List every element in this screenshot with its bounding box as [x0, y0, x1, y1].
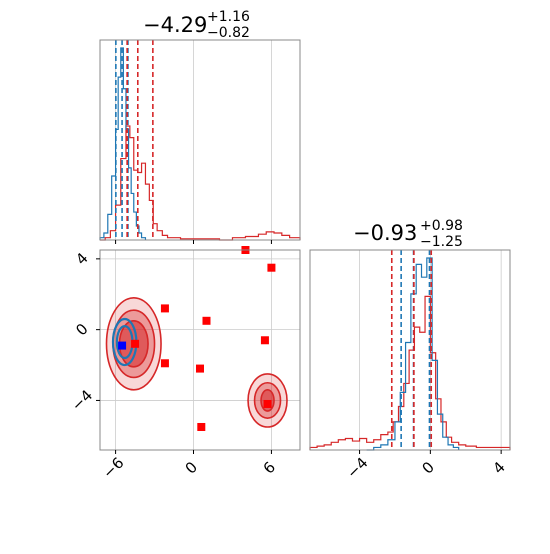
- p2d-red-marker-8: [263, 399, 272, 408]
- p2d-red-marker-7: [196, 364, 204, 373]
- p1-hist-red: [100, 125, 301, 241]
- title-p1-sub: −0.82: [207, 25, 250, 41]
- p2d-y-ticklabel-2: 4: [72, 249, 91, 268]
- p2d-red-marker-2: [160, 304, 169, 313]
- title-p1: −4.29: [143, 13, 207, 37]
- title-p1-main: −4.29: [143, 13, 207, 37]
- p2d-red-marker-9: [197, 422, 206, 431]
- p2d-red-marker-5: [160, 359, 169, 368]
- title-p2-main: −0.93: [353, 221, 417, 245]
- p3-hist-red: [309, 295, 511, 450]
- p2d-red-marker-1: [267, 263, 276, 272]
- p2d-y-ticklabel-1: 0: [72, 320, 91, 339]
- p2d-blue-marker-0: [118, 341, 127, 350]
- p3-x-ticklabel-0: −4: [343, 454, 371, 482]
- p3-x-ticklabel-1: 0: [418, 458, 437, 477]
- p2d-red-marker-3: [202, 316, 211, 325]
- p3-x-ticklabel-2: 4: [489, 458, 508, 477]
- title-p2-sup: +0.98: [420, 218, 463, 234]
- p2d-red-marker-6: [260, 336, 269, 345]
- p3-frame: [309, 249, 511, 451]
- panel-marginal-1: [99, 39, 301, 244]
- p2d-x-ticklabel-0: −6: [99, 454, 127, 482]
- p2d-x-ticklabel-1: 0: [182, 458, 201, 477]
- title-p2: −0.93: [353, 221, 417, 245]
- p2d-red-marker-4: [131, 339, 140, 348]
- p2d-y-ticklabel-0: −4: [68, 386, 96, 414]
- p2d-x-ticklabel-2: 6: [260, 458, 279, 477]
- title-p2-sub: −1.25: [420, 234, 463, 250]
- panel-joint-2d: −6 0 6 −4 0 4: [68, 246, 301, 482]
- panel-marginal-2: −4 0 4: [309, 249, 511, 482]
- p1-frame: [99, 39, 301, 241]
- title-p1-sup: +1.16: [207, 9, 250, 25]
- p3-hist-blue: [366, 257, 460, 451]
- p2d-frame: [99, 249, 301, 451]
